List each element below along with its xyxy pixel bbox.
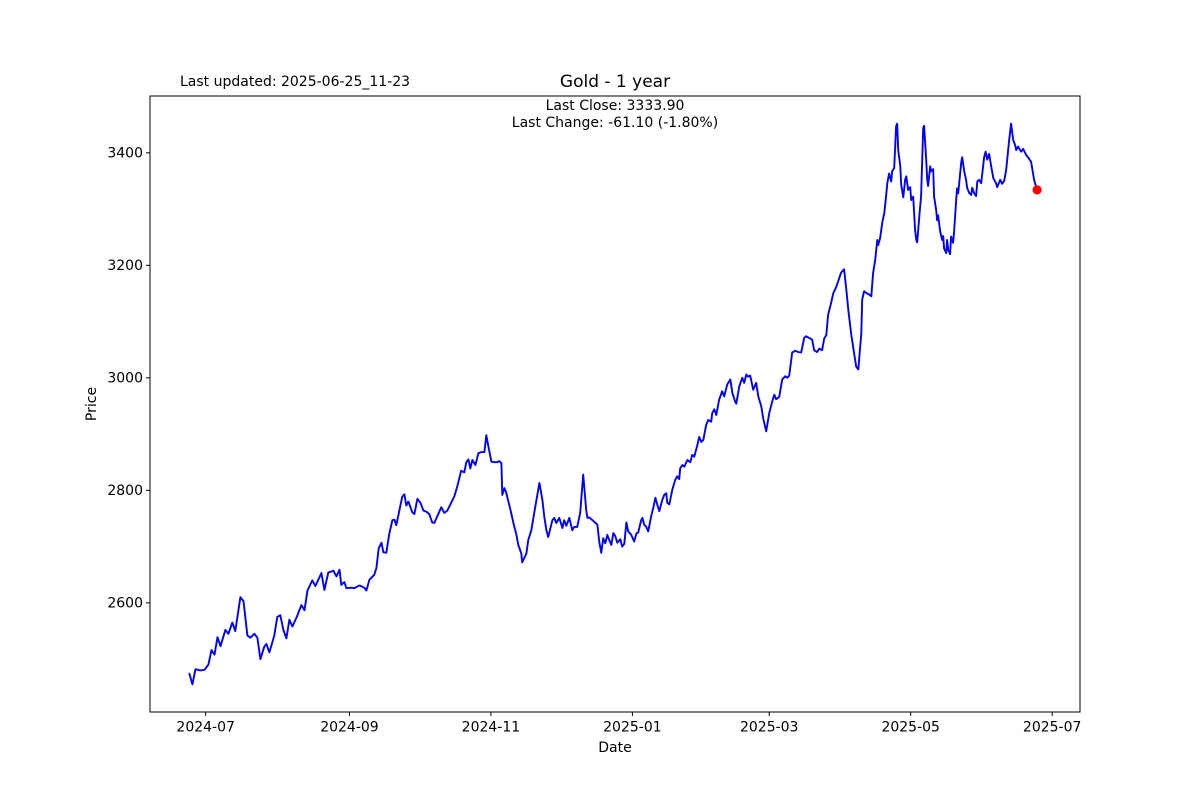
chart-title: Gold - 1 year xyxy=(559,72,671,92)
x-tick-label: 2025-07 xyxy=(1023,720,1082,736)
y-axis-label: Price xyxy=(84,387,100,421)
y-tick-label: 3200 xyxy=(107,258,143,274)
y-tick-label: 2800 xyxy=(107,483,143,499)
x-tick-label: 2024-09 xyxy=(320,720,379,736)
x-tick-label: 2025-03 xyxy=(740,720,799,736)
axes-frame xyxy=(149,95,1081,713)
last-close-annotation: Last Close: 3333.90 xyxy=(545,98,685,114)
last-updated-text: Last updated: 2025-06-25_11-23 xyxy=(180,74,411,90)
x-tick-label: 2024-11 xyxy=(462,720,521,736)
last-change-annotation: Last Change: -61.10 (-1.80%) xyxy=(511,114,719,131)
x-tick-label: 2025-05 xyxy=(881,720,940,736)
x-tick-label: 2024-07 xyxy=(176,720,235,736)
x-axis-label: Date xyxy=(598,740,631,756)
y-tick-label: 3000 xyxy=(107,371,143,387)
y-tick-label: 3400 xyxy=(107,146,143,162)
price-line xyxy=(188,122,1039,686)
last-price-marker xyxy=(1032,185,1042,195)
x-tick-label: 2025-01 xyxy=(603,720,662,736)
y-tick-label: 2600 xyxy=(107,596,143,612)
